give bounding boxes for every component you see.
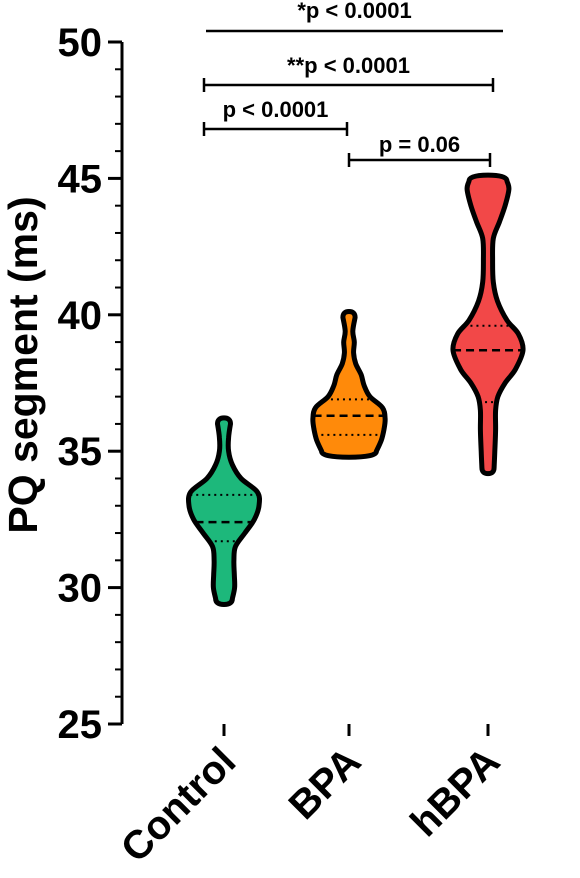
violin-control bbox=[185, 415, 263, 607]
y-axis: 25 30 35 40 45 50 bbox=[58, 21, 124, 747]
significance-2: **p < 0.0001 bbox=[202, 53, 495, 92]
y-tick-label: 40 bbox=[58, 294, 103, 338]
significance-annotations: *p < 0.0001 **p < 0.0001 p < 0.0001 p = 0.0… bbox=[202, 0, 503, 167]
significance-label: p = 0.06 bbox=[379, 132, 460, 157]
significance-4: p = 0.06 bbox=[347, 132, 492, 167]
violin-body bbox=[450, 172, 526, 477]
category-label-hbpa: hBPA bbox=[402, 739, 508, 845]
significance-label: p < 0.0001 bbox=[223, 97, 329, 122]
y-tick-label: 50 bbox=[58, 21, 103, 65]
category-label-bpa: BPA bbox=[281, 739, 370, 828]
significance-label: **p < 0.0001 bbox=[287, 53, 410, 78]
y-tick-label: 35 bbox=[58, 430, 103, 474]
violin-bpa bbox=[310, 309, 388, 460]
y-axis-title: PQ segment (ms) bbox=[0, 196, 46, 533]
violin-plot-area bbox=[185, 172, 526, 607]
significance-3: p < 0.0001 bbox=[202, 97, 349, 136]
category-label-control: Control bbox=[113, 739, 245, 871]
violin-hbpa bbox=[450, 172, 526, 477]
significance-1: *p < 0.0001 bbox=[206, 0, 503, 33]
y-tick-label: 45 bbox=[58, 157, 103, 201]
x-axis-labels: Control BPA hBPA bbox=[113, 724, 508, 871]
y-tick-label: 30 bbox=[58, 567, 103, 611]
violin-body bbox=[185, 415, 263, 607]
y-tick-label: 25 bbox=[58, 703, 103, 747]
significance-label: *p < 0.0001 bbox=[297, 0, 411, 23]
violin-body bbox=[310, 309, 388, 460]
